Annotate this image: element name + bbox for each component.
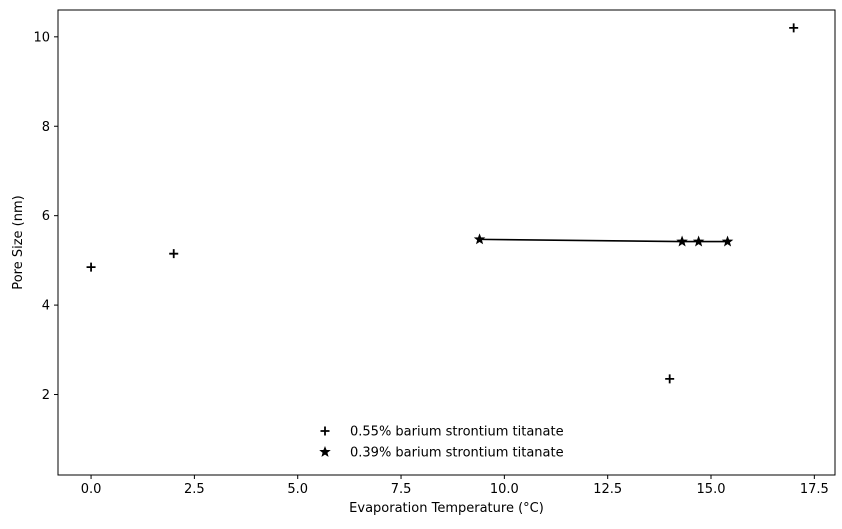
x-tick-label: 0.0 <box>81 482 102 497</box>
legend: 0.55% barium strontium titanate 0.39% bar… <box>319 425 564 461</box>
plot-frame <box>57 9 836 476</box>
data-point-plus <box>665 374 675 384</box>
series-line <box>479 238 728 243</box>
y-axis-label: Pore Size (nm) <box>11 195 26 289</box>
data-point-star <box>721 235 734 247</box>
x-tick-label: 5.0 <box>287 482 308 497</box>
x-axis-label: Evaporation Temperature (°C) <box>349 501 544 516</box>
x-tick-label: 12.5 <box>593 482 622 497</box>
x-tick-label: 15.0 <box>697 482 726 497</box>
x-tick-label: 10.0 <box>490 482 519 497</box>
x-tick-label: 2.5 <box>184 482 205 497</box>
data-point-star <box>473 233 486 245</box>
y-tick-label: 2 <box>42 388 50 403</box>
y-tick-label: 8 <box>42 120 50 135</box>
y-tick-label: 6 <box>42 209 50 224</box>
data-point-star <box>692 235 705 247</box>
legend-marker <box>319 445 331 457</box>
x-axis: 0.0 2.5 5.0 7.5 10.0 12.5 15.0 17.5 <box>81 475 829 497</box>
data-point-plus <box>789 23 799 33</box>
y-tick-label: 10 <box>33 30 50 45</box>
x-tick-label: 17.5 <box>800 482 829 497</box>
data-point-star <box>676 235 688 247</box>
data-point-plus <box>86 262 96 272</box>
x-tick-label: 7.5 <box>391 482 412 497</box>
legend-marker <box>320 426 330 436</box>
data-point-plus <box>169 249 179 259</box>
legend-label: 0.39% barium strontium titanate <box>350 446 564 461</box>
plot-marks <box>86 23 799 384</box>
y-tick-label: 4 <box>42 299 50 314</box>
legend-label: 0.55% barium strontium titanate <box>350 425 564 440</box>
y-axis: 2 4 6 8 10 <box>33 30 58 403</box>
